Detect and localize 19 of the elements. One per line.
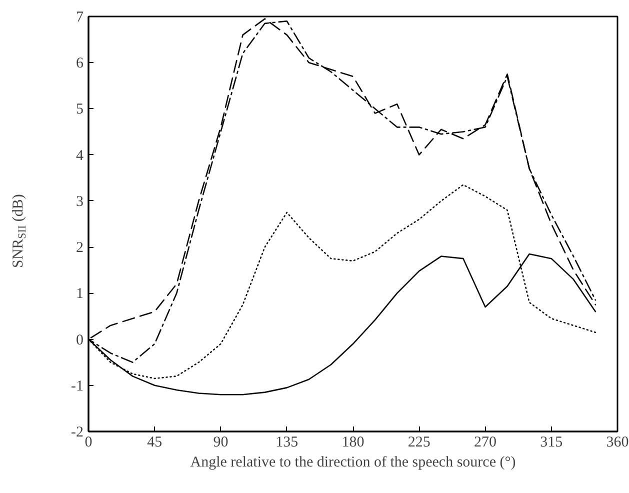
x-tick-label: 135 xyxy=(276,434,298,450)
y-tick-label: 6 xyxy=(76,56,84,72)
x-tick-label: 225 xyxy=(408,434,430,450)
x-axis-title: Angle relative to the direction of the speech source (°) xyxy=(190,454,516,470)
y-tick-label: 7 xyxy=(76,10,84,26)
x-tick-label: 45 xyxy=(147,434,162,450)
x-tick-label: 90 xyxy=(213,434,228,450)
y-tick-label: -2 xyxy=(71,424,84,440)
y-tick-label: 3 xyxy=(76,194,84,210)
x-tick-label: 315 xyxy=(540,434,563,450)
y-tick-label: 1 xyxy=(76,286,84,302)
y-tick-label: 0 xyxy=(76,332,84,348)
y-tick-label: 2 xyxy=(76,240,84,256)
x-tick-label: 270 xyxy=(474,434,496,450)
y-tick-label: 4 xyxy=(76,148,84,164)
y-tick-label: -1 xyxy=(71,378,84,394)
y-tick-label: 5 xyxy=(76,102,84,118)
x-tick-label: 360 xyxy=(606,434,629,450)
x-tick-label: 180 xyxy=(342,434,364,450)
